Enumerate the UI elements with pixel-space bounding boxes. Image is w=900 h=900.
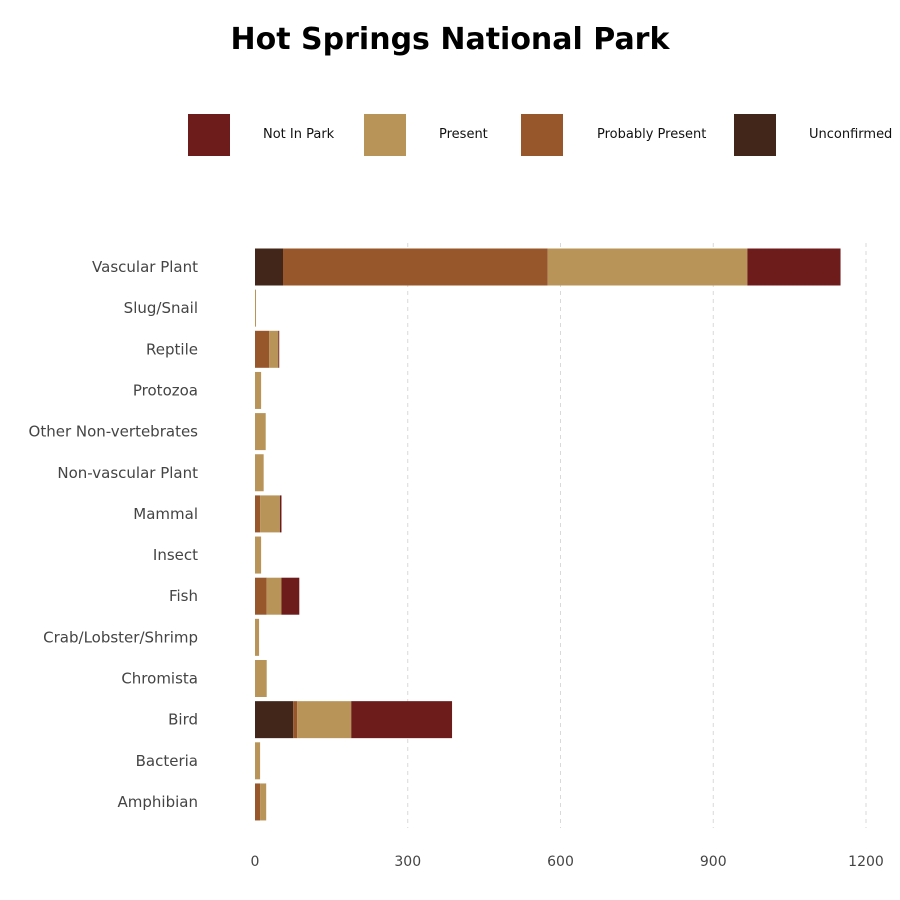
bar-fish-probably-present [255,577,267,615]
bar-chromista-present [255,660,267,697]
legend-label-present: Present [439,127,488,142]
bar-insect-present [255,536,262,574]
bar-slug-snail-present [255,289,257,327]
bar-bird-not-in-park [351,701,453,739]
chart-title: Hot Springs National Park [230,22,670,57]
bar-reptile-probably-present [255,330,270,368]
category-label-insect: Insect [153,546,198,564]
bar-fish-present [266,577,282,615]
bar-mammal-not-in-park [279,495,282,533]
category-label-chromista: Chromista [121,670,198,688]
legend-label-probably-present: Probably Present [597,127,707,142]
bar-other-non-vertebrates-present [255,413,266,451]
bar-mammal-present [260,495,280,533]
bar-vascular-plant-probably-present [283,248,548,286]
bar-mammal-probably-present [255,495,261,533]
bar-crab-lobster-shrimp-present [255,618,260,656]
bar-reptile-present [269,330,279,368]
category-label-protozoa: Protozoa [133,381,198,399]
bar-bird-present [297,701,352,739]
legend-label-unconfirmed: Unconfirmed [809,127,893,142]
bar-bird-probably-present [293,701,298,739]
x-tick-label-1200: 1200 [848,854,884,870]
category-label-bird: Bird [168,711,198,729]
bar-amphibian-present [260,783,267,821]
x-tick-label-0: 0 [251,854,260,870]
category-label-slug-snail: Slug/Snail [124,299,198,317]
category-labels: Vascular Plant Slug/Snail Reptile Protozoa O… [29,258,199,811]
category-label-reptile: Reptile [146,340,198,358]
bar-vascular-plant-unconfirmed [255,248,284,286]
bar-bacteria-present [255,742,261,780]
x-tick-labels: 0 300 600 900 1200 [251,854,884,870]
legend-swatch-present [364,114,406,156]
category-label-vascular-plant: Vascular Plant [92,258,198,276]
x-tick-label-900: 900 [700,854,727,870]
category-label-mammal: Mammal [133,505,198,523]
x-tick-label-600: 600 [547,854,574,870]
category-label-crab-lobster-shrimp: Crab/Lobster/Shrimp [43,628,198,646]
bar-vascular-plant-present [547,248,748,286]
bar-fish-not-in-park [281,577,300,615]
category-label-amphibian: Amphibian [118,793,198,811]
bar-protozoa-present [255,371,262,409]
bar-reptile-not-in-park [278,330,280,368]
legend-swatch-not-in-park [188,114,230,156]
bar-bird-unconfirmed [255,701,294,739]
bar-vascular-plant-not-in-park [747,248,841,286]
category-label-bacteria: Bacteria [136,752,198,770]
legend-swatch-unconfirmed [734,114,776,156]
category-label-non-vascular-plant: Non-vascular Plant [57,464,198,482]
bar-amphibian-probably-present [255,783,261,821]
legend-label-not-in-park: Not In Park [263,127,335,142]
legend: Not In Park Present Probably Present Unc… [0,114,900,158]
x-tick-label-300: 300 [394,854,421,870]
legend-swatch-probably-present [521,114,563,156]
category-label-other-non-vertebrates: Other Non-vertebrates [29,423,199,441]
bars [255,248,841,821]
category-label-fish: Fish [169,587,198,605]
bar-non-vascular-plant-present [255,454,264,492]
grid-lines [407,243,867,828]
